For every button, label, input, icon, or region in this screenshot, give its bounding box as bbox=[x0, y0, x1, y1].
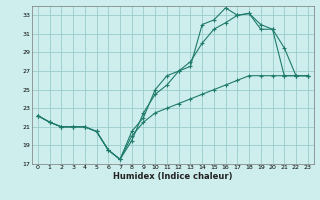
X-axis label: Humidex (Indice chaleur): Humidex (Indice chaleur) bbox=[113, 172, 233, 181]
